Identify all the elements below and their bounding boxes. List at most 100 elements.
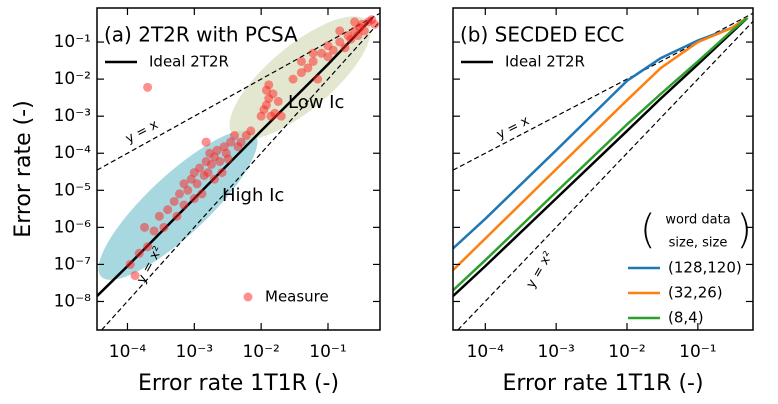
measure-point <box>209 174 219 184</box>
reference-label: y = x² <box>524 249 557 291</box>
y-tick-label: 10⁻⁵ <box>54 180 91 200</box>
measure-point <box>163 205 173 215</box>
measure-point <box>206 159 216 169</box>
measure-point <box>223 154 233 164</box>
legend-key <box>243 292 253 302</box>
x-tick-label: 10⁻⁴ <box>109 342 147 362</box>
measure-point <box>296 56 306 66</box>
y-tick-label: 10⁻¹ <box>54 32 91 52</box>
series-line <box>453 16 749 292</box>
x-tick-label: 10⁻² <box>608 342 645 362</box>
annotation: High Ic <box>222 185 284 206</box>
y-tick-label: 10⁻² <box>54 69 91 89</box>
measure-point <box>125 259 135 269</box>
measure-point <box>308 48 318 58</box>
measure-point <box>276 111 286 121</box>
measure-point <box>197 189 207 199</box>
y-tick-label: 10⁻⁷ <box>54 254 92 274</box>
measure-point <box>226 137 236 147</box>
x-tick-label: 10⁻³ <box>537 342 574 362</box>
x-axis-label: Error rate 1T1R (-) <box>138 371 339 396</box>
bracket: ( <box>640 207 656 253</box>
y-tick-label: 10⁻⁴ <box>54 143 92 163</box>
axes-frame <box>452 7 754 331</box>
measure-point <box>246 126 256 136</box>
measure-point <box>195 163 205 173</box>
measure-point <box>353 31 363 41</box>
x-tick-label: 10⁻⁴ <box>467 342 505 362</box>
measure-point <box>189 194 199 204</box>
legend-title: word data <box>665 213 730 228</box>
measure-point <box>335 37 345 47</box>
x-tick-label: 10⁻¹ <box>679 342 716 362</box>
series-line <box>453 16 749 272</box>
legend-label: Ideal 2T2R <box>505 53 585 71</box>
bracket: ) <box>736 207 752 253</box>
panel-title: (b) SECDED ECC <box>460 23 624 47</box>
x-tick-label: 10⁻¹ <box>309 342 346 362</box>
measure-point <box>346 34 356 44</box>
measure-point <box>236 137 246 147</box>
measure-point <box>328 45 338 55</box>
legend-label: Ideal 2T2R <box>149 53 229 71</box>
measure-point <box>350 17 360 27</box>
x-tick-label: 10⁻² <box>242 342 279 362</box>
measure-point <box>273 96 283 106</box>
legend-label: (32,26) <box>668 284 723 302</box>
measure-point <box>303 63 313 73</box>
measure-point <box>323 52 333 62</box>
measure-point <box>149 226 159 236</box>
measure-point <box>130 271 140 281</box>
measure-point <box>308 56 318 66</box>
reference-line <box>97 12 380 171</box>
measure-point <box>215 156 225 166</box>
measure-point <box>264 80 274 90</box>
plot-area <box>453 12 753 330</box>
measure-point <box>143 82 153 92</box>
measure-point <box>169 196 179 206</box>
measure-point <box>201 137 211 147</box>
y-tick-label: 10⁻⁶ <box>54 217 92 237</box>
measure-point <box>212 145 222 155</box>
x-tick-label: 10⁻³ <box>176 342 213 362</box>
x-axis-label: Error rate 1T1R (-) <box>502 371 703 396</box>
measure-point <box>370 19 380 29</box>
measure-point <box>159 222 169 232</box>
measure-point <box>179 179 189 189</box>
reference-label: y = x <box>123 117 161 147</box>
y-axis-label: Error rate (-) <box>11 100 36 237</box>
annotation: Low Ic <box>288 92 344 113</box>
axes-frame <box>96 7 381 331</box>
measure-point <box>217 168 227 178</box>
measure-point <box>172 211 182 221</box>
measure-point <box>143 242 153 252</box>
high-ic-region <box>98 130 258 280</box>
measure-point <box>359 26 369 36</box>
measure-point <box>140 222 150 232</box>
measure-point <box>230 131 240 141</box>
y-tick-label: 10⁻⁸ <box>54 291 92 311</box>
measure-point <box>335 26 345 36</box>
measure-point <box>134 248 144 258</box>
measure-point <box>296 68 306 78</box>
measure-point <box>313 74 323 84</box>
legend-title: size, size <box>669 236 728 251</box>
measure-point <box>154 211 164 221</box>
reference-line <box>101 21 380 330</box>
measure-point <box>203 168 213 178</box>
measure-point <box>288 74 298 84</box>
measure-point <box>340 43 350 53</box>
measure-point <box>174 189 184 199</box>
plot-area <box>97 12 380 330</box>
reference-line <box>457 21 753 330</box>
measure-point <box>183 185 193 195</box>
series-line <box>453 16 749 297</box>
legend-label: (128,120) <box>668 259 742 277</box>
legend-label: (8,4) <box>668 309 704 327</box>
measure-point <box>192 179 202 189</box>
y-tick-label: 10⁻³ <box>54 106 91 126</box>
measure-point <box>179 200 189 210</box>
series-line <box>97 16 374 297</box>
